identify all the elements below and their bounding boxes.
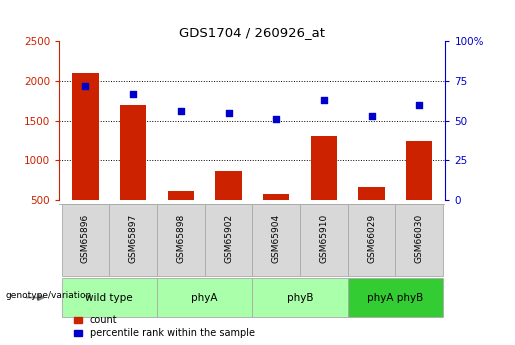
Point bbox=[81, 83, 90, 89]
Legend: count, percentile rank within the sample: count, percentile rank within the sample bbox=[74, 315, 255, 338]
Point bbox=[272, 116, 280, 122]
Text: GSM65898: GSM65898 bbox=[176, 214, 185, 263]
Bar bbox=[109, 204, 157, 276]
Text: GSM66029: GSM66029 bbox=[367, 214, 376, 263]
Point bbox=[129, 91, 138, 97]
Point bbox=[415, 102, 423, 108]
Text: genotype/variation: genotype/variation bbox=[5, 291, 91, 300]
Bar bbox=[157, 278, 252, 317]
Point bbox=[225, 110, 233, 116]
Bar bbox=[311, 136, 337, 200]
Point bbox=[367, 113, 375, 119]
Text: GSM65910: GSM65910 bbox=[319, 214, 329, 263]
Point bbox=[320, 97, 328, 103]
Text: GSM65904: GSM65904 bbox=[272, 214, 281, 263]
Text: phyA phyB: phyA phyB bbox=[367, 293, 423, 303]
Text: wild type: wild type bbox=[85, 293, 133, 303]
Bar bbox=[215, 171, 242, 200]
Bar bbox=[252, 204, 300, 276]
Bar bbox=[168, 190, 194, 200]
Bar bbox=[348, 278, 443, 317]
Text: GSM66030: GSM66030 bbox=[415, 214, 424, 263]
Bar bbox=[62, 278, 157, 317]
Bar bbox=[348, 204, 396, 276]
Bar bbox=[72, 73, 98, 200]
Bar bbox=[204, 204, 252, 276]
Text: GSM65897: GSM65897 bbox=[129, 214, 138, 263]
Point bbox=[177, 108, 185, 114]
Bar bbox=[120, 105, 146, 200]
Bar bbox=[300, 204, 348, 276]
Title: GDS1704 / 260926_at: GDS1704 / 260926_at bbox=[179, 26, 325, 39]
Bar bbox=[62, 204, 109, 276]
Bar bbox=[252, 278, 348, 317]
Bar bbox=[263, 194, 289, 200]
Bar bbox=[358, 187, 385, 200]
Bar bbox=[157, 204, 204, 276]
Bar bbox=[396, 204, 443, 276]
Bar bbox=[406, 141, 433, 200]
Text: phyB: phyB bbox=[287, 293, 313, 303]
Text: phyA: phyA bbox=[192, 293, 218, 303]
Text: GSM65902: GSM65902 bbox=[224, 214, 233, 263]
Text: GSM65896: GSM65896 bbox=[81, 214, 90, 263]
